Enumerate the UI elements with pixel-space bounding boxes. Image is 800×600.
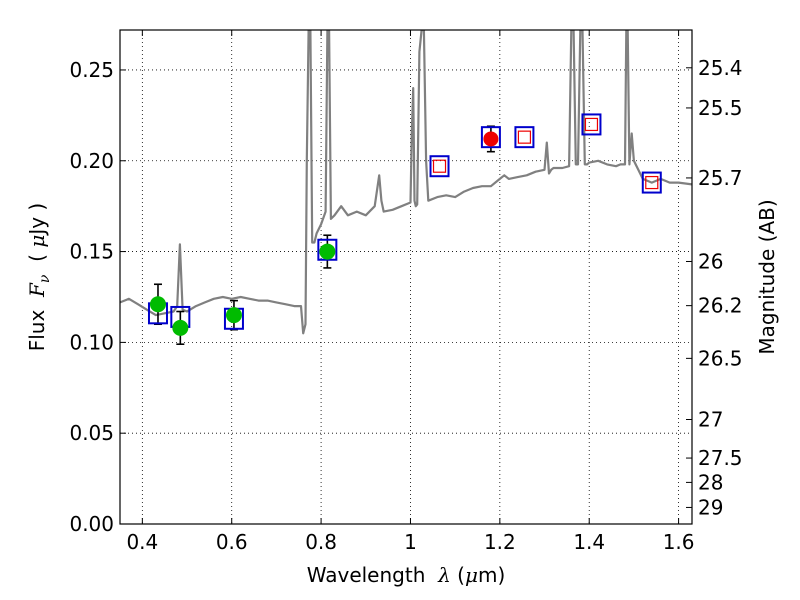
- y-tick-label: 0.00: [69, 512, 114, 536]
- y2-tick-label: 27.5: [698, 446, 743, 470]
- model-photometry-square: [317, 238, 338, 261]
- x-tick-label: 0.6: [216, 530, 248, 554]
- plot-frame: [119, 29, 693, 525]
- observed-point: [319, 243, 336, 260]
- x-tick-label: 1.2: [484, 530, 516, 554]
- y-tick-label: 0.25: [69, 58, 114, 82]
- detection-point: [483, 131, 499, 147]
- x-tick-label: 1.6: [663, 530, 695, 554]
- model-spectrum: [120, 30, 692, 335]
- model-photometry-square: [514, 126, 535, 149]
- y-tick-label: 0.15: [69, 240, 114, 264]
- observed-point: [172, 319, 189, 336]
- y2-tick-label: 26.5: [698, 346, 743, 370]
- x-tick-label: 1.4: [573, 530, 605, 554]
- observed-point: [225, 307, 242, 324]
- x-axis-title: Wavelength λ (μm): [307, 563, 506, 587]
- y-tick-label: 0.20: [69, 149, 114, 173]
- y2-tick-label: 28: [698, 470, 723, 494]
- y2-tick-label: 29: [698, 495, 723, 519]
- model-photometry-inner-square: [645, 175, 659, 190]
- model-photometry-square: [581, 113, 602, 136]
- y2-tick-label: 25.4: [698, 56, 743, 80]
- x-tick-label: 1: [404, 530, 417, 554]
- y2-tick-label: 26: [698, 249, 723, 273]
- model-photometry-square: [480, 126, 501, 149]
- model-spectrum-line: [120, 30, 692, 335]
- markers: [147, 113, 662, 336]
- x-tick-label: 0.4: [126, 530, 158, 554]
- y2-tick-label: 25.7: [698, 166, 743, 190]
- x-tick-label: 0.8: [305, 530, 337, 554]
- y-tick-label: 0.05: [69, 421, 114, 445]
- ticks: 0.4 0.6 0.8 1 1.2 1.4 1.6 0.00 0.05 0.10 0.15 0.20 0…: [69, 30, 743, 554]
- model-photometry-square: [429, 155, 450, 178]
- y2-tick-label: 26.2: [698, 294, 743, 318]
- model-photometry-inner-square: [517, 130, 532, 144]
- model-photometry-inner-square: [584, 117, 599, 132]
- plot-background: [120, 30, 692, 524]
- model-photometry-square: [641, 171, 662, 194]
- y2-axis-title: Magnitude (AB): [755, 199, 779, 354]
- y-axis-title: Flux Fν ( μJy ): [25, 203, 53, 352]
- y2-tick-label: 25.5: [698, 96, 743, 120]
- observed-point: [149, 296, 166, 313]
- y2-tick-label: 27: [698, 407, 723, 431]
- model-photometry-inner-square: [432, 159, 447, 173]
- y-tick-label: 0.10: [69, 330, 114, 354]
